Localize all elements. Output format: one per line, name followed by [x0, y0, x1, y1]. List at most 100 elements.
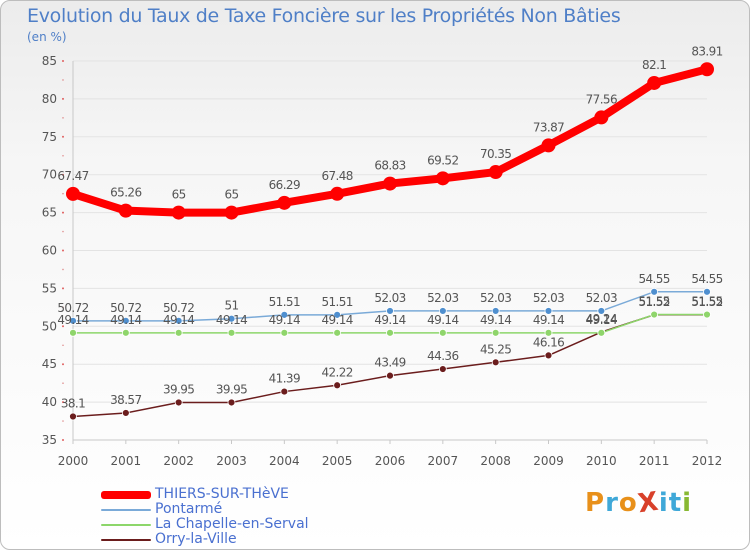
- y-tick-mark: [62, 97, 64, 100]
- data-label: 82.1: [642, 58, 666, 72]
- data-label: 65: [172, 188, 186, 202]
- data-label: 67.47: [57, 169, 88, 183]
- data-point: [541, 138, 556, 153]
- y-tick-label: 55: [42, 281, 57, 295]
- data-label: 52.03: [374, 291, 405, 305]
- series-line: [69, 65, 711, 217]
- data-label: 50.72: [110, 301, 141, 315]
- data-point: [227, 328, 236, 337]
- data-point: [66, 186, 80, 201]
- data-point: [227, 314, 236, 323]
- y-tick-label: 65: [42, 206, 57, 220]
- data-label: 52.03: [533, 291, 564, 305]
- y-minor-tick-mark: [62, 382, 64, 384]
- data-point: [488, 165, 503, 180]
- x-tick-label: 2005: [322, 454, 353, 468]
- legend-label: La Chapelle-en-Serval: [155, 516, 309, 532]
- data-label: 69.52: [427, 153, 458, 167]
- data-point: [700, 62, 714, 77]
- data-label: 52.03: [427, 291, 458, 305]
- data-label: 52.03: [480, 291, 511, 305]
- data-point: [174, 316, 183, 325]
- data-label: 65: [224, 188, 238, 202]
- data-point: [121, 409, 130, 417]
- y-tick-mark: [62, 287, 64, 290]
- data-point: [544, 328, 553, 337]
- x-tick-label: 2004: [269, 454, 300, 468]
- y-tick-mark: [62, 211, 64, 214]
- y-minor-tick-mark: [62, 420, 64, 422]
- data-label: 49.14: [57, 313, 88, 327]
- y-tick-label: 80: [42, 92, 57, 106]
- data-label: 49.14: [216, 313, 247, 327]
- y-tick-mark: [62, 135, 64, 138]
- y-tick-mark: [62, 60, 64, 62]
- logo-letter: X: [635, 486, 661, 520]
- data-point: [386, 371, 394, 380]
- data-label: 49.14: [480, 313, 511, 327]
- y-minor-tick-mark: [62, 154, 64, 157]
- y-tick-mark: [62, 439, 64, 441]
- legend-label: THIERS-SUR-THèVE: [155, 486, 289, 502]
- data-point: [280, 310, 289, 319]
- data-label: 42.22: [321, 365, 352, 379]
- legend-label: Orry-la-Ville: [155, 531, 237, 547]
- data-label: 70.35: [480, 147, 511, 161]
- data-point: [333, 310, 342, 319]
- legend-item: THIERS-SUR-THèVE: [101, 487, 309, 502]
- data-label: 77.56: [586, 92, 617, 106]
- data-label: 49.14: [321, 313, 352, 327]
- data-label: 49.14: [110, 313, 141, 327]
- y-minor-tick-mark: [62, 117, 64, 119]
- y-tick-label: 40: [42, 395, 57, 409]
- x-tick-label: 2001: [111, 454, 142, 468]
- data-label: 44.36: [427, 349, 458, 363]
- legend-item: Pontarmé: [101, 502, 309, 517]
- data-label: 49.14: [586, 313, 617, 327]
- logo-letter: r: [605, 488, 619, 518]
- data-point: [491, 358, 500, 367]
- data-label: 54.55: [638, 272, 669, 286]
- legend-swatch: [101, 490, 151, 499]
- legend-item: Orry-la-Ville: [101, 532, 309, 547]
- data-label: 38.57: [110, 393, 141, 407]
- data-point: [333, 328, 342, 337]
- data-label: 52.03: [586, 291, 617, 305]
- data-label: 43.49: [374, 356, 405, 370]
- data-label: 50.72: [57, 301, 88, 315]
- data-label: 38.1: [61, 397, 85, 411]
- data-point: [330, 186, 345, 201]
- data-point: [650, 287, 659, 296]
- data-label: 51.52: [691, 295, 722, 309]
- data-label: 45.25: [480, 342, 511, 356]
- data-label: 51: [224, 299, 238, 313]
- legend-swatch: [101, 538, 151, 541]
- data-point: [594, 110, 609, 125]
- data-point: [491, 328, 500, 337]
- data-point: [597, 307, 606, 315]
- data-label: 46.16: [533, 335, 564, 349]
- data-point: [435, 171, 450, 186]
- data-point: [383, 176, 397, 191]
- data-point: [224, 205, 239, 220]
- data-point: [118, 203, 133, 218]
- data-point: [544, 351, 553, 360]
- data-point: [171, 205, 186, 220]
- y-minor-tick-mark: [62, 344, 64, 347]
- x-tick-label: 2006: [375, 454, 406, 468]
- data-label: 51.55: [638, 295, 669, 309]
- y-tick-mark: [62, 401, 64, 404]
- y-minor-tick-mark: [62, 230, 64, 233]
- y-minor-tick-mark: [62, 79, 64, 81]
- data-label: 51.51: [321, 295, 352, 309]
- chart-legend: THIERS-SUR-THèVE Pontarmé La Chapelle-en-S…: [101, 487, 309, 547]
- data-point: [333, 381, 342, 390]
- data-point: [386, 328, 394, 337]
- x-tick-label: 2008: [480, 454, 511, 468]
- data-label: 39.95: [216, 382, 247, 396]
- data-label: 65.26: [110, 186, 141, 200]
- logo-letter: i: [658, 488, 669, 518]
- data-point: [650, 310, 659, 319]
- y-tick-label: 60: [42, 244, 57, 258]
